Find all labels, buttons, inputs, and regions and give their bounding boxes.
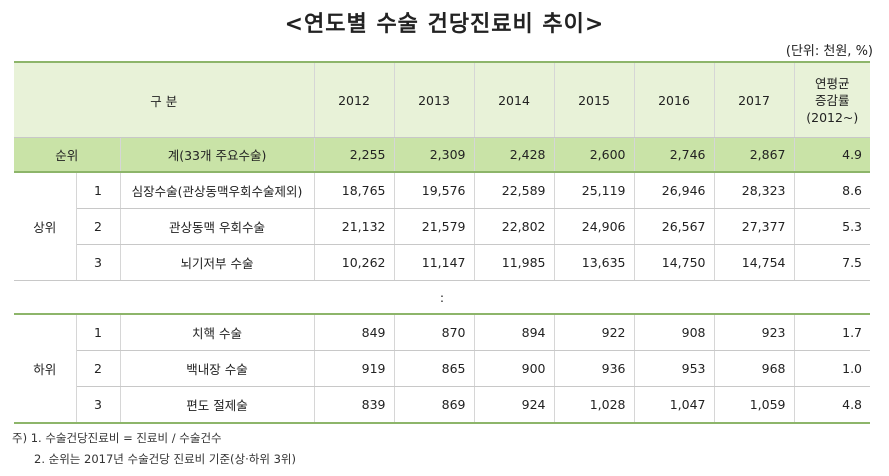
value-cell: 18,765 — [314, 172, 395, 209]
value-cell: 21,579 — [394, 208, 475, 245]
value-cell: 26,567 — [634, 208, 715, 245]
value-cell: 894 — [474, 314, 555, 351]
value-cell: 10,262 — [314, 244, 395, 281]
value-cell: 953 — [634, 350, 715, 387]
header-category: 구 분 — [14, 61, 315, 138]
rank-cell: 2 — [76, 208, 121, 245]
value-cell: 22,589 — [474, 172, 555, 209]
growth-cell: 1.7 — [794, 314, 871, 351]
separator-row: : — [14, 280, 871, 315]
rank-cell: 2 — [76, 350, 121, 387]
unit-label: (단위: 천원, %) — [785, 44, 873, 59]
value-cell: 13,635 — [554, 244, 635, 281]
header-growth-line1: 연평균 — [815, 75, 850, 91]
value-cell: 1,047 — [634, 386, 715, 424]
cost-table: 구 분 2012 2013 2014 2015 2016 2017 연평균 증감… — [14, 61, 871, 424]
rank-cell: 3 — [76, 386, 121, 424]
growth-cell: 4.9 — [794, 137, 871, 173]
header-year: 2016 — [634, 61, 715, 138]
surgery-name: 관상동맥 우회수술 — [120, 208, 315, 245]
value-cell: 27,377 — [714, 208, 795, 245]
value-cell: 1,028 — [554, 386, 635, 424]
header-row: 구 분 2012 2013 2014 2015 2016 2017 연평균 증감… — [14, 61, 871, 138]
value-cell: 14,754 — [714, 244, 795, 281]
table-row: 하위 1 치핵 수술 849 870 894 922 908 923 1.7 — [14, 314, 871, 424]
value-cell: 968 — [714, 350, 795, 387]
growth-cell: 5.3 — [794, 208, 871, 245]
footnote: 주) 1. 수술건당진료비 = 진료비 / 수술건수 — [12, 431, 222, 445]
value-cell: 869 — [394, 386, 475, 424]
header-growth: 연평균 증감률 (2012~) — [794, 61, 871, 138]
value-cell: 11,147 — [394, 244, 475, 281]
value-cell: 922 — [554, 314, 635, 351]
value-cell: 2,255 — [314, 137, 395, 173]
table-row: 2 백내장 수술 919 865 900 936 953 968 1.0 — [14, 350, 871, 387]
value-cell: 2,428 — [474, 137, 555, 173]
value-cell: 870 — [394, 314, 475, 351]
total-row: 순위 계(33개 주요수술) 2,255 2,309 2,428 2,600 2… — [14, 137, 871, 173]
rank-label: 순위 — [14, 137, 121, 173]
growth-cell: 1.0 — [794, 350, 871, 387]
value-cell: 849 — [314, 314, 395, 351]
value-cell: 919 — [314, 350, 395, 387]
value-cell: 2,746 — [634, 137, 715, 173]
surgery-name: 심장수술(관상동맥우회수술제외) — [120, 172, 315, 209]
footnote: 2. 순위는 2017년 수술건당 진료비 기준(상·하위 3위) — [34, 452, 296, 466]
value-cell: 21,132 — [314, 208, 395, 245]
value-cell: 900 — [474, 350, 555, 387]
table-row: 2 관상동맥 우회수술 21,132 21,579 22,802 24,906 … — [14, 208, 871, 245]
table-row: 상위 1 심장수술(관상동맥우회수술제외) 18,765 19,576 22,5… — [14, 172, 871, 281]
rank-cell: 1 — [76, 314, 121, 351]
rank-cell: 3 — [76, 244, 121, 281]
header-year: 2017 — [714, 61, 795, 138]
rank-cell: 1 — [76, 172, 121, 209]
value-cell: 2,600 — [554, 137, 635, 173]
header-year: 2015 — [554, 61, 635, 138]
surgery-name: 백내장 수술 — [120, 350, 315, 387]
group-label-bottom: 하위 — [14, 314, 77, 424]
surgery-name: 편도 절제술 — [120, 386, 315, 424]
header-year: 2012 — [314, 61, 395, 138]
surgery-name: 치핵 수술 — [120, 314, 315, 351]
value-cell: 924 — [474, 386, 555, 424]
value-cell: 22,802 — [474, 208, 555, 245]
value-cell: 11,985 — [474, 244, 555, 281]
group-label-top: 상위 — [14, 172, 77, 281]
value-cell: 923 — [714, 314, 795, 351]
surgery-name: 계(33개 주요수술) — [120, 137, 315, 173]
growth-cell: 8.6 — [794, 172, 871, 209]
header-growth-line2: 증감률 — [815, 92, 850, 108]
value-cell: 1,059 — [714, 386, 795, 424]
value-cell: 839 — [314, 386, 395, 424]
growth-cell: 4.8 — [794, 386, 871, 424]
value-cell: 2,867 — [714, 137, 795, 173]
table-row: 3 편도 절제술 839 869 924 1,028 1,047 1,059 4… — [14, 386, 871, 424]
value-cell: 19,576 — [394, 172, 475, 209]
value-cell: 25,119 — [554, 172, 635, 209]
value-cell: 936 — [554, 350, 635, 387]
value-cell: 865 — [394, 350, 475, 387]
value-cell: 26,946 — [634, 172, 715, 209]
header-year: 2014 — [474, 61, 555, 138]
header-growth-line3: (2012~) — [806, 109, 859, 125]
header-year: 2013 — [394, 61, 475, 138]
table-row: 3 뇌기저부 수술 10,262 11,147 11,985 13,635 14… — [14, 244, 871, 281]
value-cell: 2,309 — [394, 137, 475, 173]
separator-mark: : — [14, 280, 871, 315]
value-cell: 24,906 — [554, 208, 635, 245]
value-cell: 908 — [634, 314, 715, 351]
surgery-name: 뇌기저부 수술 — [120, 244, 315, 281]
footnotes: 주) 1. 수술건당진료비 = 진료비 / 수술건수 2. 순위는 2017년 … — [12, 428, 296, 470]
value-cell: 14,750 — [634, 244, 715, 281]
growth-cell: 7.5 — [794, 244, 871, 281]
page-title: <연도별 수술 건당진료비 추이> — [284, 12, 605, 37]
value-cell: 28,323 — [714, 172, 795, 209]
